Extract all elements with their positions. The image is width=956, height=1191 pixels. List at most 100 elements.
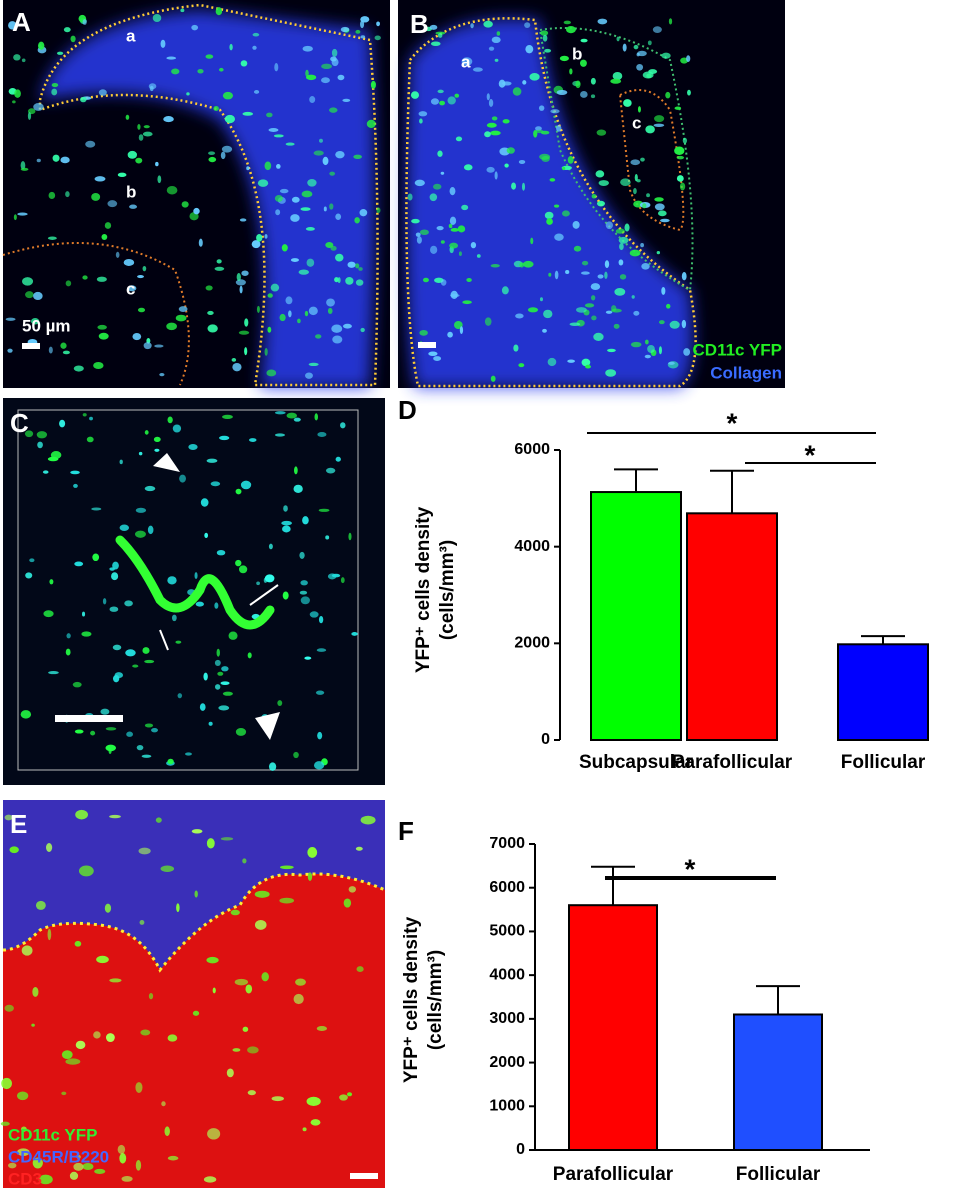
- cell: [268, 762, 277, 771]
- cell: [529, 73, 540, 81]
- cell: [360, 20, 365, 29]
- cell: [279, 313, 286, 322]
- cell: [125, 114, 130, 120]
- cell: [159, 372, 165, 377]
- cell: [652, 26, 662, 33]
- cell: [138, 847, 151, 855]
- cell: [302, 1127, 307, 1132]
- cell: [376, 207, 381, 214]
- cell: [270, 283, 280, 292]
- cell: [137, 124, 141, 130]
- cell: [186, 92, 190, 96]
- cell: [611, 308, 622, 313]
- cell: [414, 179, 425, 187]
- cell: [457, 225, 466, 233]
- cell: [117, 1144, 126, 1154]
- cell: [483, 20, 493, 28]
- cell: [218, 705, 230, 711]
- cell: [436, 226, 444, 231]
- cell: [490, 375, 496, 382]
- bar: [568, 904, 658, 1152]
- cell: [486, 93, 490, 101]
- cell: [264, 574, 275, 583]
- cell: [563, 20, 571, 25]
- cell: [216, 648, 220, 657]
- cell: [100, 708, 110, 715]
- y-tick-label: 5000: [489, 923, 525, 940]
- cell: [461, 204, 469, 211]
- cell: [439, 100, 446, 106]
- cell: [562, 166, 566, 171]
- cell: [282, 525, 291, 533]
- cell: [264, 161, 272, 171]
- cell: [281, 244, 288, 252]
- cell: [687, 89, 691, 96]
- region-label: b: [572, 44, 582, 63]
- cell: [105, 744, 117, 752]
- cell: [37, 41, 45, 50]
- cell: [615, 228, 625, 234]
- cell: [631, 295, 635, 299]
- cell: [521, 182, 526, 191]
- arrow: [249, 584, 279, 606]
- cell: [124, 600, 133, 607]
- cell: [65, 191, 70, 198]
- cell: [17, 1091, 29, 1101]
- cell: [17, 1148, 30, 1156]
- cell: [181, 201, 189, 208]
- cell: [247, 1046, 259, 1054]
- cell: [585, 364, 591, 369]
- cell: [454, 93, 460, 98]
- cell: [47, 236, 57, 240]
- cell: [437, 89, 444, 94]
- cell: [244, 318, 249, 327]
- cell: [167, 1155, 179, 1161]
- cell: [429, 24, 438, 30]
- cell: [323, 206, 327, 212]
- scale-bar: [350, 1173, 378, 1179]
- cell: [343, 898, 352, 908]
- cell: [69, 1171, 79, 1180]
- cell: [329, 171, 336, 176]
- cell: [277, 700, 283, 707]
- cell: [633, 44, 639, 50]
- cell: [140, 1029, 151, 1036]
- cell: [152, 13, 162, 22]
- cell: [7, 348, 13, 353]
- cell: [354, 217, 360, 224]
- cell: [161, 1101, 166, 1107]
- cell: [325, 242, 334, 248]
- cell: [549, 178, 556, 182]
- cell: [143, 125, 150, 129]
- cell: [82, 275, 88, 280]
- cell: [291, 196, 300, 203]
- cell: [212, 987, 216, 994]
- cell: [36, 431, 48, 439]
- cell: [61, 1091, 67, 1096]
- cell: [235, 559, 242, 567]
- cell: [316, 648, 327, 652]
- cell: [74, 729, 84, 734]
- cell: [486, 122, 497, 128]
- cell: [556, 89, 568, 95]
- cell: [419, 329, 428, 336]
- panel-letter: B: [410, 9, 429, 39]
- cell: [634, 173, 638, 182]
- cell: [214, 266, 225, 271]
- cell: [658, 346, 662, 355]
- cell: [60, 342, 67, 349]
- cell: [82, 1162, 94, 1171]
- cell: [166, 185, 178, 195]
- cell: [135, 507, 147, 513]
- cell: [98, 332, 109, 340]
- cell: [491, 116, 498, 121]
- cell: [177, 693, 183, 699]
- cell: [538, 105, 545, 111]
- cell: [519, 262, 525, 268]
- cell: [178, 306, 188, 312]
- cell: [607, 348, 616, 353]
- cell: [430, 41, 441, 47]
- cell: [256, 581, 260, 586]
- cell: [581, 358, 591, 367]
- cell: [252, 45, 257, 50]
